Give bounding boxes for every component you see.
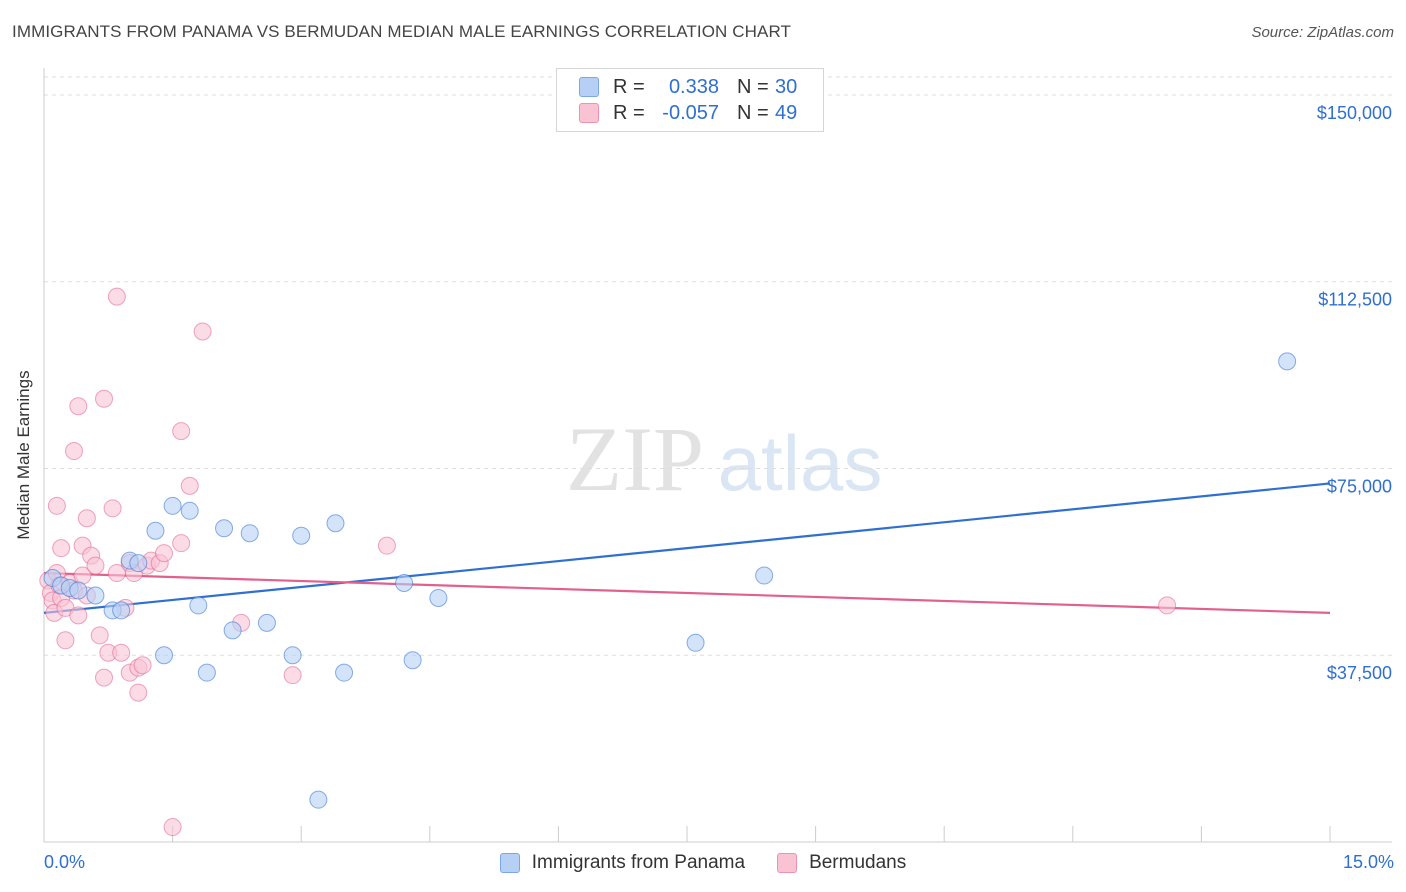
bermudan-point [65,442,84,461]
panama-point [180,501,199,520]
panama-point [146,521,165,540]
y-tick-label: $37,500 [1327,663,1392,683]
source-label: Source: ZipAtlas.com [1251,24,1394,41]
x-max-label: 15.0% [1342,852,1394,872]
bermudan-point [107,287,126,306]
panama-point [326,514,345,533]
bermudan-point [129,683,148,702]
panama-point [257,613,276,632]
panama-point [163,496,182,515]
bermudan-r-value: -0.057 [662,101,719,124]
r-label: R = [613,101,645,124]
correlation-legend: R = 0.338 N = 30 R = -0.057 N = 49 [556,68,824,132]
panama-point [335,663,354,682]
bermudan-point [86,556,105,575]
bermudan-point [112,643,131,662]
watermark-zip: ZIP [566,408,704,510]
bermudan-point [172,422,191,441]
bermudan-point [377,536,396,555]
panama-swatch [579,77,599,97]
series-legend: Immigrants from Panama Bermudans [0,852,1406,874]
legend-row-panama: R = 0.338 N = 30 [579,74,797,100]
bermudan-point [52,539,71,558]
bermudan-point [69,397,88,416]
panama-point [112,601,131,620]
y-tick-label: $150,000 [1317,103,1392,123]
panama-point [69,581,88,600]
watermark-atlas: atlas [718,419,883,507]
panama-point [755,566,774,585]
bermudan-point [95,668,114,687]
panama-legend-swatch [499,853,520,873]
panama-point [86,586,105,605]
bermudan-point [193,322,212,341]
panama-n-value: 30 [775,75,798,98]
bermudan-n-value: 49 [775,101,798,124]
y-axis-title: Median Male Earnings [14,370,33,540]
y-tick-label: $112,500 [1318,290,1392,310]
bermudan-point [172,534,191,553]
x-min-label: 0.0% [44,852,86,872]
panama-point [240,524,259,543]
panama-point [429,588,448,607]
bermudan-point [77,509,96,528]
panama-point [189,596,208,615]
legend-row-bermudan: R = -0.057 N = 49 [579,100,797,126]
panama-point [1278,352,1297,371]
panama-point [403,651,422,670]
chart-title: IMMIGRANTS FROM PANAMA VS BERMUDAN MEDIA… [12,22,791,41]
bermudan-point [90,626,109,645]
panama-point [215,519,234,538]
bermudan-point [133,656,152,675]
panama-point [686,633,705,652]
panama-point [283,646,302,665]
bermudan-legend-label: Bermudans [809,852,907,873]
bermudan-point [69,606,88,625]
panama-point [309,790,328,809]
legend-item-bermudan[interactable]: Bermudans [777,852,906,874]
n-label: N = [737,75,769,98]
panama-point [197,663,216,682]
bermudan-point [283,666,302,685]
bermudan-point [180,476,199,495]
bermudan-point [155,544,174,563]
bermudan-legend-swatch [777,853,798,873]
y-tick-label: $75,000 [1327,476,1392,496]
bermudan-point [1158,596,1177,615]
panama-point [223,621,242,640]
panama-trend-line [43,482,1331,614]
bermudan-swatch [579,103,599,123]
bermudan-point [163,818,182,837]
r-label: R = [613,75,645,98]
bermudan-point [47,496,66,515]
bermudan-point [103,499,122,518]
panama-point [292,526,311,545]
panama-legend-label: Immigrants from Panama [531,852,746,873]
legend-item-panama[interactable]: Immigrants from Panama [499,852,746,874]
panama-point [155,646,174,665]
bermudan-point [95,389,114,408]
panama-point [395,574,414,593]
panama-point [129,554,148,573]
bermudan-trend-line [43,571,1331,615]
panama-r-value: 0.338 [668,75,719,98]
n-label: N = [737,101,769,124]
bermudan-point [56,631,75,650]
